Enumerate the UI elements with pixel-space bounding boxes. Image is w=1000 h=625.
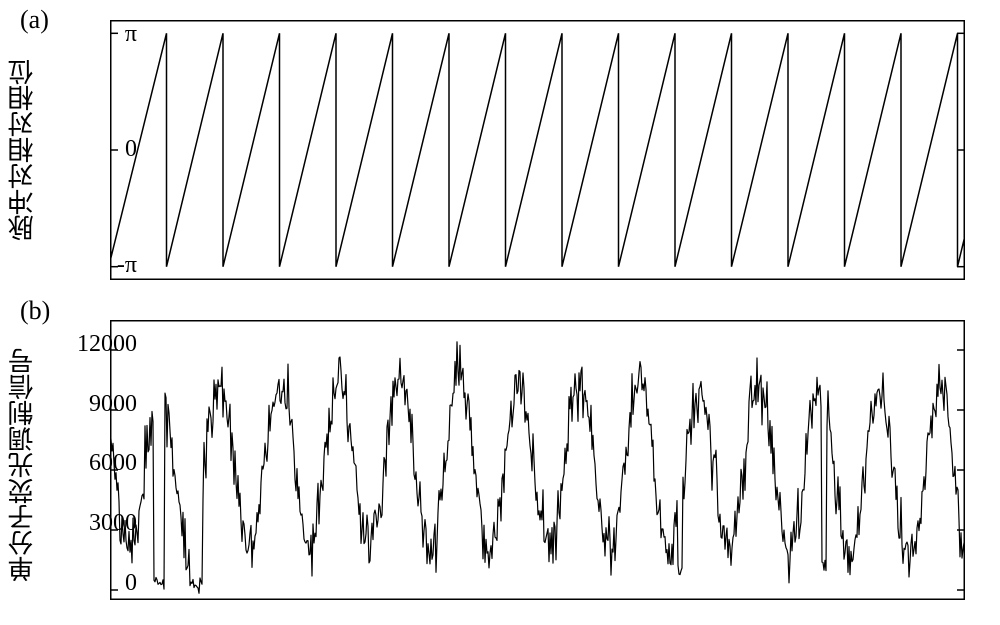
figure-root: (a) (b) 脉冲对相对相位 单分子荧光调制信号 π 0 -π 12000 9… [0, 0, 1000, 625]
panel-a-label: (a) [20, 5, 49, 35]
panel-a-svg [110, 20, 965, 280]
panel-b-svg [110, 320, 965, 600]
panel-a [110, 20, 965, 280]
panel-b-ylabel: 单分子荧光调制信号 [4, 335, 41, 595]
panel-a-ylabel: 脉冲对相对相位 [4, 50, 41, 250]
panel-b-label: (b) [20, 296, 50, 326]
panel-b [110, 320, 965, 600]
